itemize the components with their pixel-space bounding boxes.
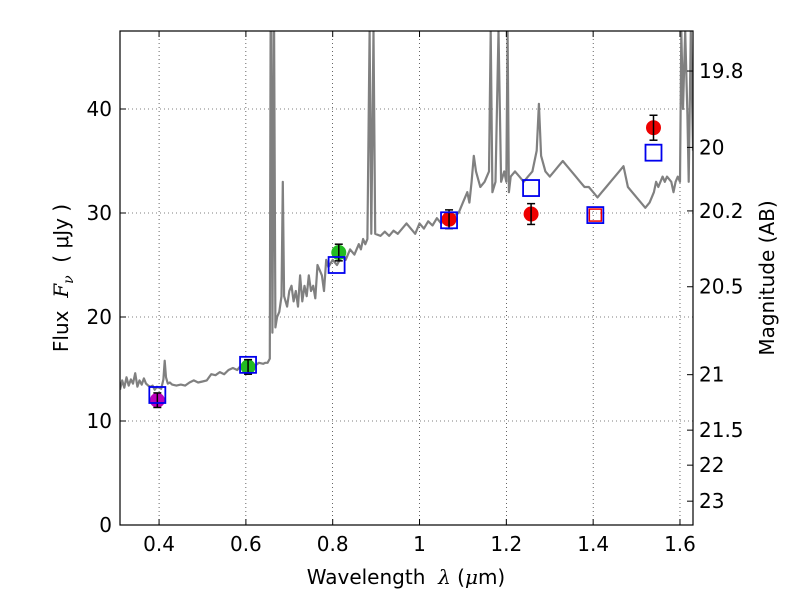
- x-tick-label: 1.6: [664, 532, 696, 556]
- y-tick-label: 10: [87, 409, 112, 433]
- y-tick-label: 0: [99, 513, 112, 537]
- y-tick-label: 30: [87, 201, 112, 225]
- model-spectrum-line: [120, 31, 693, 391]
- x-tick-label: 1.2: [490, 532, 522, 556]
- plot-area: [120, 31, 693, 409]
- model-band-square: [239, 355, 257, 374]
- y-axis-right-label: Magnitude (AB): [755, 200, 779, 355]
- x-axis-label: Wavelength λ (μm): [307, 565, 506, 589]
- y-tick-label: 40: [87, 97, 112, 121]
- x-tick-label: 0.8: [317, 532, 349, 556]
- y-axis-left: 0 10 20 30 40: [87, 97, 126, 537]
- right-tick-label: 19.8: [699, 59, 744, 83]
- model-band-square: [644, 143, 663, 162]
- model-band-square: [148, 386, 167, 404]
- y-axis-label: Flux Fν ( μJy ): [49, 204, 77, 352]
- right-tick-label: 21.5: [699, 418, 744, 442]
- axes-frame: [119, 30, 694, 526]
- x-tick-label: 1.4: [577, 532, 609, 556]
- right-tick-label: 20.5: [699, 275, 744, 299]
- model-band-square: [327, 256, 346, 274]
- markers-layer: [148, 114, 663, 409]
- right-tick-label: 20: [699, 135, 724, 159]
- right-tick-label: 23: [699, 489, 724, 513]
- x-tick-label: 0.6: [230, 532, 262, 556]
- x-axis: 0.4 0.6 0.8 1 1.2 1.4 1.6: [143, 31, 696, 556]
- spectrum-layer: [120, 31, 693, 391]
- right-tick-label: 20.2: [699, 199, 744, 223]
- highlight-band-square: [588, 208, 603, 222]
- x-tick-label: 0.4: [143, 532, 175, 556]
- right-tick-label: 21: [699, 363, 724, 387]
- y-axis-right: 19.8 20 20.2 20.5 21 21.5 22 23: [687, 59, 744, 513]
- y-tick-label: 20: [87, 305, 112, 329]
- model-band-square: [440, 211, 458, 230]
- x-tick-label: 1: [413, 532, 426, 556]
- model-band-square: [522, 179, 540, 197]
- right-tick-label: 22: [699, 453, 724, 477]
- model-band-square: [586, 206, 605, 224]
